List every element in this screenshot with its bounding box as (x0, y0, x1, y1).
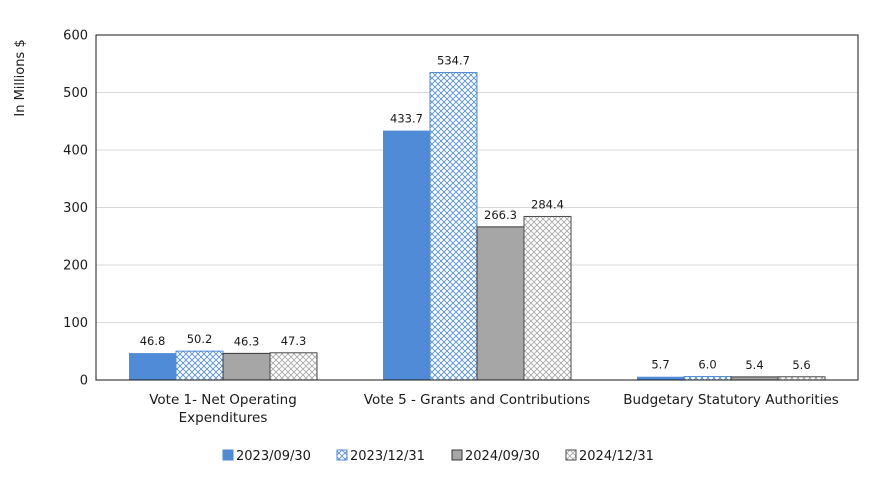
bar (523, 215, 572, 381)
plot-area-border (95, 34, 859, 381)
legend-item: 2023/09/30 (222, 449, 311, 464)
y-tick-label: 300 (63, 201, 88, 216)
data-label: 46.3 (234, 334, 260, 348)
legend-label: 2024/12/31 (579, 449, 654, 464)
legend-label: 2023/12/31 (350, 449, 425, 464)
data-label: 433.7 (390, 112, 423, 126)
y-tick-label: 600 (63, 29, 88, 44)
data-label: 46.8 (140, 334, 166, 348)
legend-item: 2023/12/31 (336, 449, 425, 464)
data-labels: 46.8 433.7 5.7 50.2 534.7 6.0 46.3 266.3 5.4 47.3… (140, 54, 811, 372)
bar (175, 350, 224, 381)
legend-item: 2024/12/31 (565, 449, 654, 464)
data-label: 266.3 (484, 208, 517, 222)
y-tick-label: 100 (63, 316, 88, 331)
y-axis-label: In Millions $ (13, 39, 28, 116)
data-label: 5.6 (792, 358, 810, 372)
bar (637, 376, 684, 380)
category-label: Vote 5 - Grants and Contributions (364, 392, 590, 408)
category-label: Budgetary Statutory Authorities (623, 392, 839, 408)
legend: 2023/09/30 2023/12/31 2024/09/30 2024/12/31 (222, 449, 654, 464)
legend-label: 2024/09/30 (465, 449, 540, 464)
bar (383, 130, 430, 380)
bar (429, 72, 478, 381)
data-label: 5.4 (745, 358, 763, 372)
legend-item: 2024/09/30 (451, 449, 540, 464)
bar (683, 376, 732, 381)
legend-label: 2023/09/30 (236, 449, 311, 464)
category-label: Expenditures (179, 410, 268, 426)
y-tick-label: 200 (63, 259, 88, 274)
category-labels: Vote 1- Net Operating Expenditures Vote 5 … (149, 392, 839, 426)
legend-swatch (336, 449, 348, 461)
bar (222, 352, 271, 381)
data-label: 47.3 (281, 334, 307, 348)
legend-swatch (451, 449, 463, 461)
y-tick-label: 400 (63, 144, 88, 159)
bar (269, 352, 318, 381)
legend-swatch (565, 449, 577, 461)
data-label: 5.7 (651, 358, 669, 372)
data-label: 50.2 (187, 332, 213, 346)
data-label: 6.0 (698, 358, 716, 372)
bars (129, 72, 826, 381)
data-label: 534.7 (437, 54, 470, 68)
bar (476, 226, 525, 381)
y-axis-ticks: 0 100 200 300 400 500 600 (63, 29, 88, 389)
legend-swatch (222, 449, 234, 461)
data-label: 284.4 (531, 197, 564, 211)
category-label: Vote 1- Net Operating (149, 392, 297, 408)
y-tick-label: 500 (63, 86, 88, 101)
bar (129, 353, 176, 380)
y-tick-label: 0 (80, 374, 88, 389)
